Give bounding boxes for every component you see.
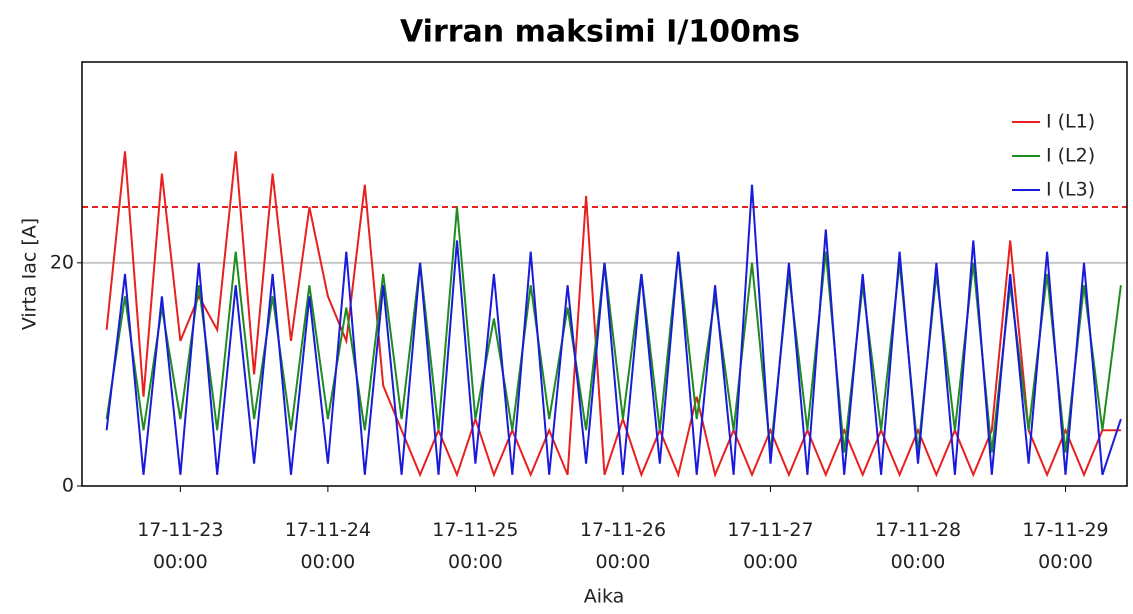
x-tick-label-line: 17-11-26 — [580, 519, 666, 541]
y-tick-label: 0 — [62, 475, 74, 497]
y-tick-label: 20 — [50, 251, 74, 273]
chart-title: Virran maksimi I/100ms — [400, 15, 800, 50]
x-tick-label: 17-11-27 00:00 — [727, 519, 813, 573]
x-tick-label-line: 00:00 — [448, 551, 503, 573]
x-tick-label: 17-11-24 00:00 — [285, 519, 371, 573]
x-tick-label-line: 17-11-29 — [1022, 519, 1108, 541]
x-tick-label-line: 17-11-24 — [285, 519, 371, 541]
x-tick-label: 17-11-23 00:00 — [137, 519, 223, 573]
x-tick-label: 17-11-28 00:00 — [875, 519, 961, 573]
series-line — [105, 184, 1122, 476]
series-line — [105, 207, 1122, 453]
legend-label: I (L2) — [1046, 145, 1095, 167]
x-tick-label-line: 00:00 — [743, 551, 798, 573]
y-axis-label: Virta Iac [A] — [19, 218, 41, 330]
x-tick-label: 17-11-26 00:00 — [580, 519, 666, 573]
plot-frame — [81, 61, 1128, 487]
x-tick-label: 17-11-25 00:00 — [432, 519, 518, 573]
x-tick-label-line: 17-11-27 — [727, 519, 813, 541]
x-tick-label-line: 17-11-23 — [137, 519, 223, 541]
legend-label: I (L3) — [1046, 179, 1095, 201]
x-tick-label-line: 00:00 — [1038, 551, 1093, 573]
legend-label: I (L1) — [1046, 111, 1095, 133]
x-tick-label-line: 00:00 — [153, 551, 208, 573]
x-tick-label-line: 00:00 — [300, 551, 355, 573]
x-axis-label: Aika — [584, 586, 625, 608]
x-tick-label-line: 00:00 — [891, 551, 946, 573]
x-tick-label: 17-11-29 00:00 — [1022, 519, 1108, 573]
x-tick-label-line: 17-11-28 — [875, 519, 961, 541]
x-tick-label-line: 17-11-25 — [432, 519, 518, 541]
x-tick-label-line: 00:00 — [596, 551, 651, 573]
